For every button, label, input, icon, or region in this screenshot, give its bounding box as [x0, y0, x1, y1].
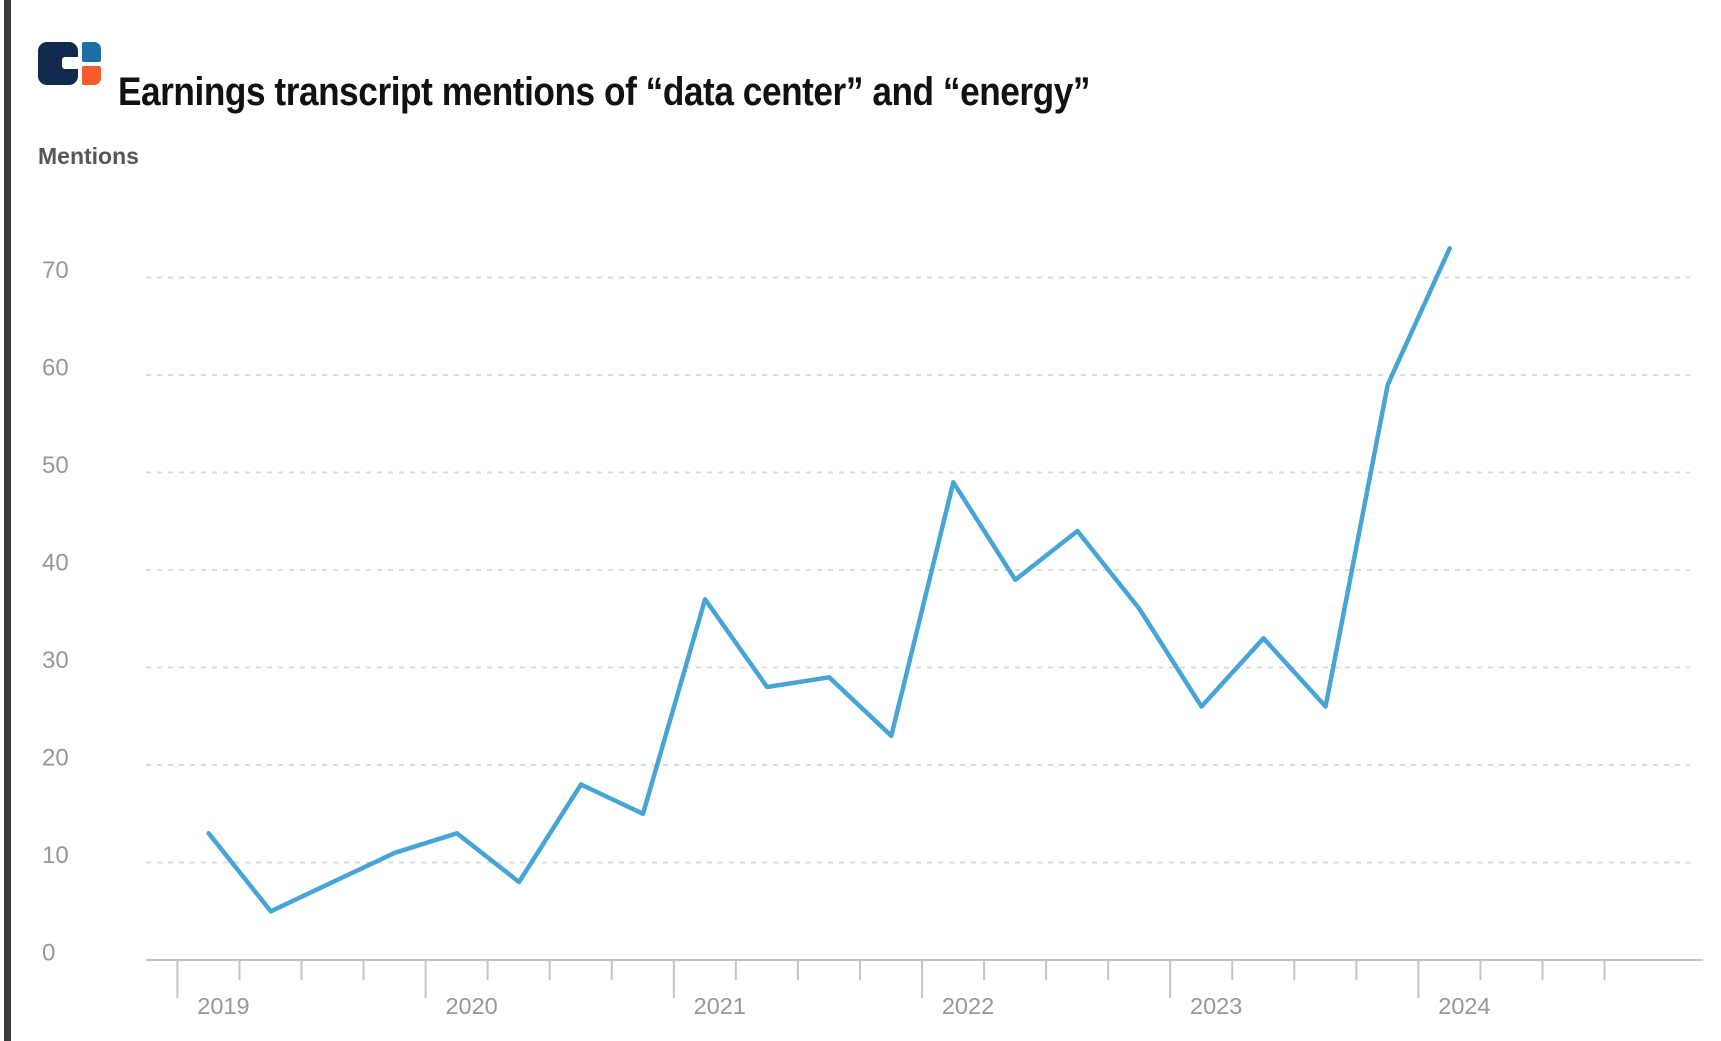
logo-orange-square-icon	[82, 66, 101, 85]
logo-blue-square-icon	[82, 42, 101, 62]
y-axis-label-40: 40	[42, 550, 69, 577]
y-axis-label-60: 60	[42, 355, 69, 382]
y-axis-label-20: 20	[42, 745, 69, 772]
x-axis-label-2021: 2021	[694, 993, 746, 1019]
y-axis-label-50: 50	[42, 452, 69, 479]
y-axis-label-30: 30	[42, 647, 69, 674]
line-series-mentions	[206, 246, 1452, 914]
chart-title: Earnings transcript mentions of “data ce…	[118, 69, 1091, 114]
x-axis-label-2022: 2022	[942, 993, 994, 1019]
x-axis-label-2023: 2023	[1190, 993, 1242, 1019]
y-axis-label-70: 70	[42, 257, 69, 284]
x-axis-label-2020: 2020	[445, 993, 497, 1019]
y-axis-label-0: 0	[42, 940, 55, 967]
y-axis-label-10: 10	[42, 842, 69, 869]
logo-navy-block-icon	[38, 42, 78, 85]
logo-notch	[62, 57, 78, 69]
left-edge-bar	[4, 0, 11, 1041]
cb-insights-logo	[38, 42, 102, 86]
y-axis-title: Mentions	[38, 143, 139, 169]
x-axis-label-2024: 2024	[1438, 993, 1490, 1019]
x-axis-label-2019: 2019	[197, 993, 249, 1019]
